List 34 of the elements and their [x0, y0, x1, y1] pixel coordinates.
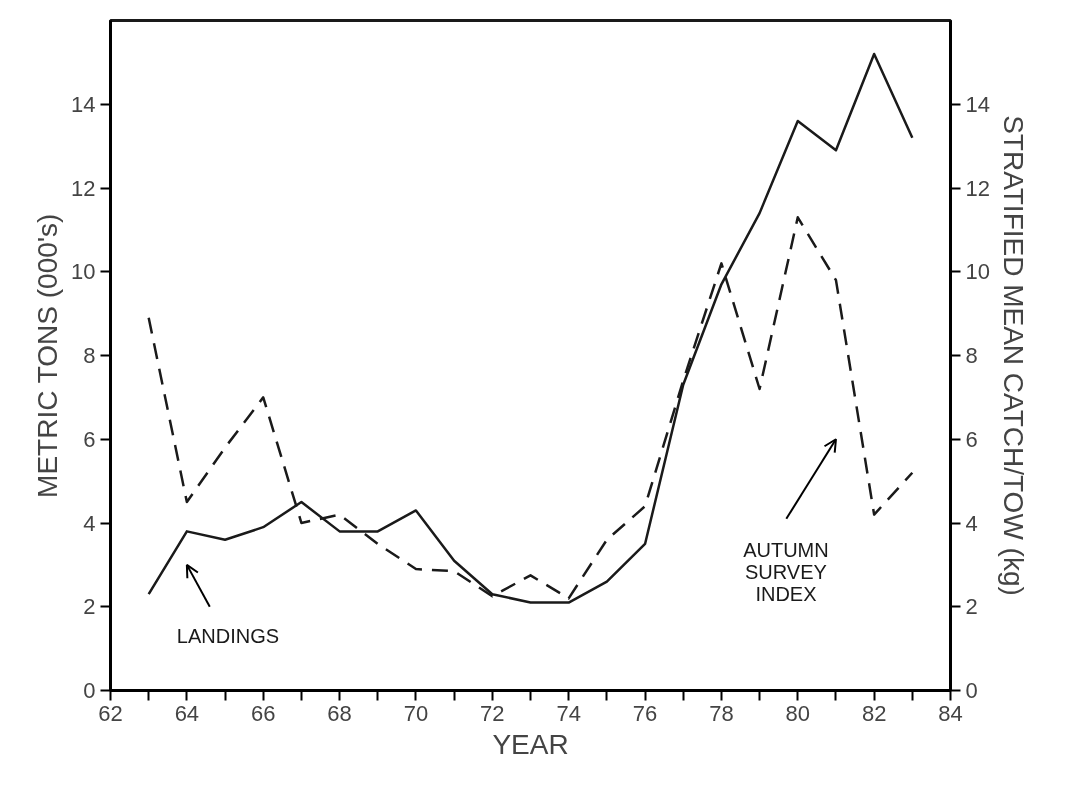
y-tick-label: 8	[83, 343, 96, 368]
y-tick-label: 0	[83, 678, 96, 703]
y2-tick-label: 12	[965, 175, 990, 201]
x-tick-label: 78	[709, 700, 734, 726]
x-tick-label: 76	[632, 700, 658, 726]
x-tick-label: 68	[327, 700, 352, 726]
y2-axis-title: STRATIFIED MEAN CATCH/TOW (kg)	[997, 115, 1029, 596]
y-tick-label: 4	[83, 510, 96, 536]
text: AUTUMN SURVEY INDEX	[743, 539, 829, 606]
y2-tick-label: 8	[965, 343, 978, 368]
y-tick-label: 2	[83, 594, 96, 620]
x-tick-label: 62	[98, 700, 123, 726]
y2-tick-label: 0	[965, 678, 978, 703]
y2-tick-label: 4	[965, 510, 978, 536]
y-tick-label: 10	[71, 259, 96, 285]
x-axis-title: YEAR	[492, 728, 569, 760]
y-tick-label: 6	[83, 426, 96, 452]
x-tick-label: 74	[556, 700, 581, 726]
x-tick-label: 64	[174, 700, 200, 726]
y-tick-label: 14	[71, 91, 96, 117]
y2-tick-label: 14	[965, 91, 990, 117]
y2-tick-label: 6	[965, 426, 978, 452]
line-series	[147, 52, 914, 604]
x-tick-label: 70	[403, 700, 429, 726]
x-tick-label: 66	[250, 700, 276, 726]
text: LANDINGS	[176, 624, 280, 647]
x-tick-label: 80	[785, 700, 811, 726]
x-tick-label: 84	[938, 700, 963, 726]
y2-tick-label: 10	[965, 259, 990, 285]
x-tick-label: 72	[480, 700, 505, 726]
y-axis-title: METRIC TONS (000's)	[32, 213, 64, 498]
y-tick-label: 12	[71, 175, 96, 201]
y2-tick-label: 2	[965, 594, 978, 620]
x-tick-label: 82	[861, 700, 887, 726]
